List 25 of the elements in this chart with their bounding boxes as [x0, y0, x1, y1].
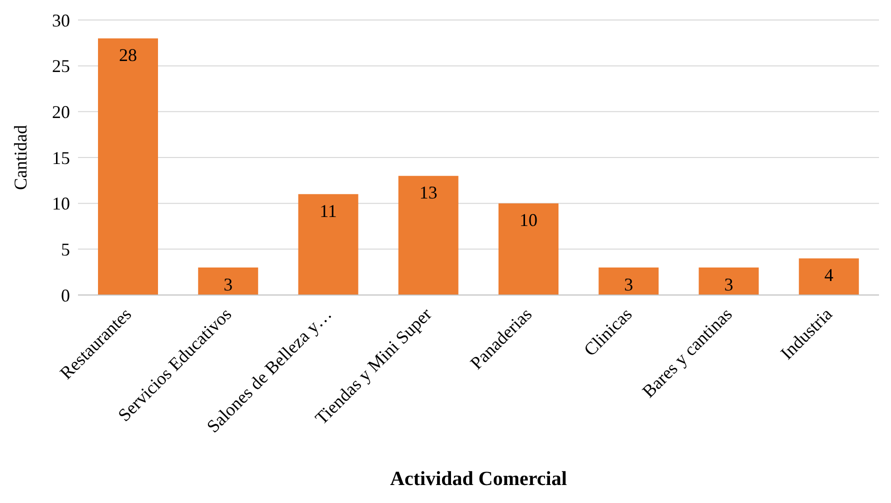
data-label: 4 [824, 265, 834, 286]
data-label: 3 [224, 274, 233, 294]
x-axis-title: Actividad Comercial [390, 468, 568, 490]
bar [398, 176, 458, 295]
y-tick-label: 30 [52, 10, 70, 30]
y-tick-label: 25 [52, 56, 70, 76]
data-label: 10 [520, 210, 538, 230]
bar [98, 38, 158, 295]
bar [598, 268, 659, 295]
y-tick-label: 10 [52, 194, 70, 214]
bar [298, 194, 358, 295]
data-label: 11 [320, 200, 337, 221]
y-tick-label: 15 [52, 148, 70, 168]
y-tick-label: 0 [61, 285, 70, 306]
data-label: 13 [419, 182, 438, 203]
data-label: 3 [624, 274, 634, 294]
y-tick-label: 20 [52, 102, 70, 122]
y-axis-title: Cantidad [10, 125, 30, 190]
bar [798, 258, 859, 295]
bar [498, 203, 558, 295]
bar [698, 268, 759, 295]
data-label: 28 [119, 45, 137, 66]
y-tick-label: 5 [61, 240, 70, 260]
bar [198, 268, 258, 295]
data-label: 3 [724, 274, 734, 294]
